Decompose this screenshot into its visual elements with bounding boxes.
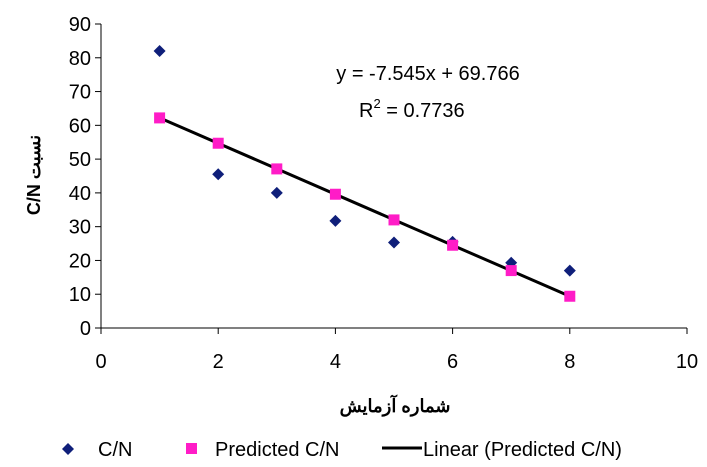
data-point-predicted [212, 137, 224, 149]
r-squared-superscript: 2 [373, 96, 380, 111]
y-tick-label: 40 [69, 183, 91, 205]
x-tick-label: 2 [213, 351, 224, 373]
x-tick-label: 8 [564, 351, 575, 373]
x-tick-label: 0 [95, 351, 106, 373]
x-tick-label: 10 [676, 351, 698, 373]
data-point-cn [270, 186, 283, 199]
r-squared-prefix: R [359, 100, 373, 122]
y-tick-label: 80 [69, 48, 91, 70]
data-point-cn [329, 214, 342, 227]
r-squared-value: = 0.7736 [381, 100, 465, 122]
data-point-cn [563, 264, 576, 277]
y-tick-label: 50 [69, 149, 91, 171]
data-point-cn [388, 236, 400, 249]
legend-marker-cn [62, 443, 74, 455]
data-point-cn [212, 168, 225, 181]
data-point-predicted [564, 290, 576, 302]
r-squared-label: R2 = 0.7736 [359, 96, 465, 122]
legend-label-linear: Linear (Predicted C/N) [423, 439, 622, 461]
x-tick-label: 4 [330, 351, 341, 373]
y-tick-label: 90 [69, 14, 91, 36]
data-point-predicted [505, 265, 517, 277]
y-tick-label: 70 [69, 82, 91, 104]
x-tick-label: 6 [447, 351, 458, 373]
data-point-predicted [154, 112, 166, 124]
x-axis-title: شماره آزمایش [340, 394, 451, 417]
y-tick-label: 0 [80, 318, 91, 340]
y-tick-label: 10 [69, 284, 91, 306]
data-point-predicted [388, 214, 400, 226]
legend-label-cn: C/N [98, 439, 132, 461]
trendline [159, 116, 571, 298]
y-tick-label: 20 [69, 250, 91, 272]
y-tick-label: 30 [69, 217, 91, 239]
legend-label-predicted: Predicted C/N [215, 439, 340, 461]
y-axis-title: نسبت C/N [24, 135, 44, 215]
y-tick-label: 60 [69, 115, 91, 137]
data-point-predicted [271, 163, 283, 175]
trendline-equation: y = -7.545x + 69.766 [336, 63, 519, 85]
axes: 0 10 20 30 40 50 60 70 80 90 0 2 4 6 8 10 [69, 14, 698, 373]
data-point-cn [153, 45, 166, 58]
trendline-layer [159, 116, 571, 298]
legend-marker-predicted [186, 443, 197, 454]
data-point-predicted [329, 188, 341, 200]
data-marks [153, 45, 576, 302]
legend: C/N Predicted C/N Linear (Predicted C/N) [62, 439, 622, 461]
data-point-predicted [447, 239, 459, 251]
